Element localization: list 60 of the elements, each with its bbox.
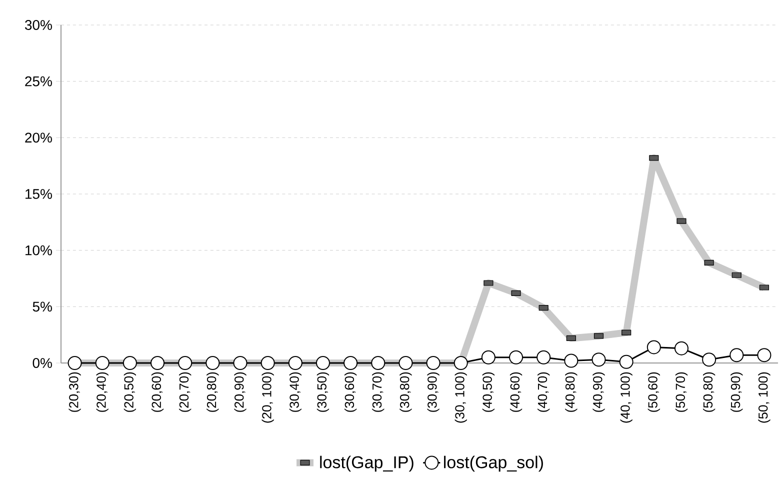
x-tick-label: (40, 100) [620,372,632,423]
x-tick-label: (50,80) [703,372,716,412]
point [592,352,606,367]
x-tick-label: (20,80) [206,372,219,412]
x-tick-label: (30,40) [289,372,302,412]
point [454,356,468,370]
point [536,350,551,364]
point [150,356,165,370]
x-tick-label: (40,70) [538,372,550,412]
x-tick-label: (40,50) [482,372,494,412]
x-tick-label: (30,60) [344,372,357,412]
point [509,350,524,364]
x-tick-label: (40,80) [565,372,578,412]
x-tick-label: (50,60) [648,372,660,412]
point [426,356,440,370]
x-tick-label: (30,90) [427,372,440,412]
point [371,356,386,370]
legend-label: lost(Gap_sol) [444,456,543,472]
y-tick-label: 5% [32,302,52,312]
y-tick-label: 25% [25,76,52,86]
point [95,356,110,370]
x-tick-label: (30,80) [400,372,412,412]
x-tick-label: (30, 100) [454,372,467,423]
y-tick-label: 15% [26,189,52,199]
x-tick-label: (50, 100) [758,372,770,423]
point [178,356,192,370]
point [122,356,137,370]
point [481,350,496,364]
x-tick-label: (40,90) [592,372,605,412]
point [674,341,688,356]
point [344,356,358,370]
x-tick-label: (20,90) [234,372,246,412]
legend-label: lost(Gap_IP) [320,456,414,472]
x-tick-label: (40,60) [510,372,522,412]
point [702,352,716,367]
x-tick-label: (20,30) [68,372,81,412]
point [316,356,330,370]
x-tick-label: (20,70) [179,372,192,412]
y-tick-label: 10% [26,245,52,256]
y-tick-label: 0% [32,358,52,368]
point [206,356,220,370]
x-tick-label: (20, 100) [262,372,274,423]
point [68,356,82,370]
point [619,354,634,369]
y-tick-label: 20% [25,132,52,143]
x-tick-label: (20,60) [151,372,164,412]
x-tick-label: (30,70) [372,372,384,412]
x-tick-label: (20,50) [124,372,136,412]
x-tick-label: (30,50) [316,372,330,412]
point [564,354,578,368]
point [398,356,413,370]
x-tick-label: (50,90) [730,372,743,412]
y-tick-label: 30% [24,20,52,30]
point [233,356,248,370]
x-tick-label: (50,70) [675,372,688,412]
point [646,340,661,354]
point [730,348,744,362]
point [288,356,302,370]
x-tick-label: (20,40) [96,372,108,412]
point [260,356,275,370]
